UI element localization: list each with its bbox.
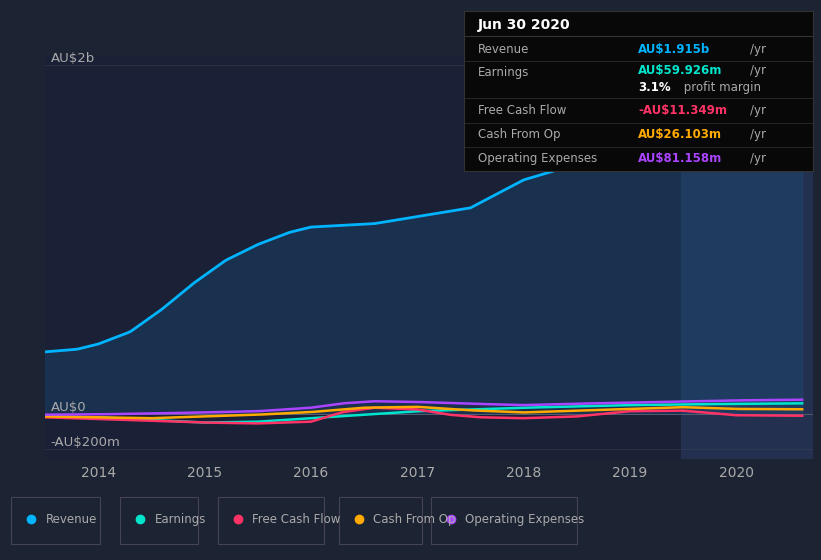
Text: Operating Expenses: Operating Expenses [465, 513, 585, 526]
Text: Earnings: Earnings [478, 66, 530, 79]
Text: AU$1.915b: AU$1.915b [639, 43, 711, 56]
Text: AU$26.103m: AU$26.103m [639, 128, 722, 141]
Text: Revenue: Revenue [478, 43, 530, 56]
Bar [681, 56, 813, 459]
Text: /yr: /yr [750, 128, 766, 141]
Text: /yr: /yr [750, 64, 766, 77]
Text: Free Cash Flow: Free Cash Flow [253, 513, 341, 526]
Text: /yr: /yr [750, 43, 766, 56]
Text: AU$59.926m: AU$59.926m [639, 64, 722, 77]
Text: -AU$11.349m: -AU$11.349m [639, 105, 727, 118]
Text: AU$2b: AU$2b [50, 52, 94, 65]
Text: Operating Expenses: Operating Expenses [478, 152, 597, 165]
Text: Revenue: Revenue [46, 513, 97, 526]
Text: AU$81.158m: AU$81.158m [639, 152, 722, 165]
Text: 3.1%: 3.1% [639, 81, 671, 94]
Text: /yr: /yr [750, 152, 766, 165]
Text: Cash From Op: Cash From Op [373, 513, 456, 526]
Text: profit margin: profit margin [680, 81, 761, 94]
Text: Jun 30 2020: Jun 30 2020 [478, 18, 571, 32]
Text: Free Cash Flow: Free Cash Flow [478, 105, 566, 118]
Text: -AU$200m: -AU$200m [50, 436, 121, 449]
Text: AU$0: AU$0 [50, 401, 86, 414]
Text: Cash From Op: Cash From Op [478, 128, 560, 141]
Text: Earnings: Earnings [155, 513, 206, 526]
Text: /yr: /yr [750, 105, 766, 118]
